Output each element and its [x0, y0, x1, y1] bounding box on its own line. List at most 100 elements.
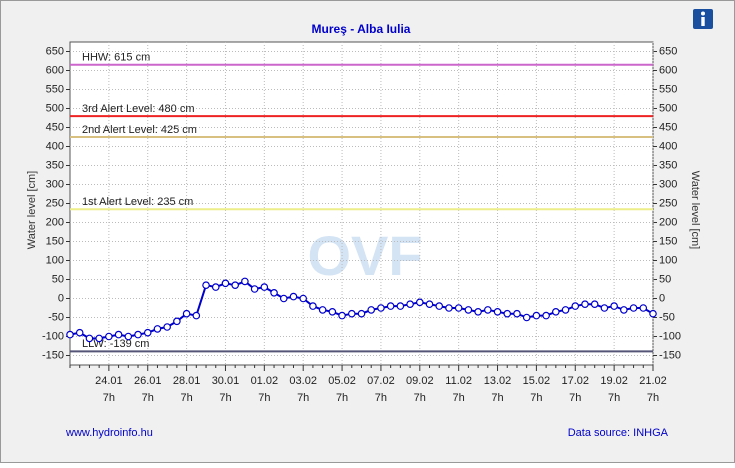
x-tick-sublabel: 7h [336, 392, 348, 404]
x-tick-sublabel: 7h [530, 392, 542, 404]
info-icon-bar [701, 17, 705, 26]
data-point [561, 306, 570, 314]
y2-tick-label: 0 [659, 292, 665, 304]
data-point [464, 306, 473, 314]
data-point [454, 304, 463, 312]
data-point [211, 283, 220, 291]
info-icon[interactable] [693, 9, 713, 29]
footer-source: Data source: INHGA [568, 427, 669, 439]
data-point [649, 309, 657, 318]
y2-tick-label: -50 [659, 311, 675, 323]
y-tick-label: 500 [46, 102, 64, 114]
y-tick-label: 650 [46, 45, 64, 57]
y2-tick-label: 550 [659, 83, 677, 95]
data-point [639, 304, 648, 312]
data-point [386, 302, 395, 310]
x-tick-label: 19.02 [600, 375, 628, 387]
data-point [318, 306, 327, 314]
y-tick-label: 150 [46, 235, 64, 247]
x-tick-label: 01.02 [251, 375, 279, 387]
data-point [542, 311, 550, 320]
data-point [105, 332, 113, 341]
data-point [522, 313, 531, 322]
x-tick-sublabel: 7h [297, 392, 309, 404]
data-point [289, 292, 298, 301]
threshold-label: 1st Alert Level: 235 cm [82, 196, 193, 208]
y2-tick-label: -150 [659, 349, 681, 361]
y-tick-label: 400 [46, 140, 64, 152]
data-point [590, 300, 599, 309]
threshold-label: 2nd Alert Level: 425 cm [82, 124, 197, 136]
data-point [484, 306, 492, 314]
data-point [192, 311, 201, 320]
y-tick-label: 200 [46, 216, 64, 228]
y2-tick-label: 450 [659, 121, 677, 133]
y-tick-label: 350 [46, 159, 64, 171]
y2-tick-label: 500 [659, 102, 677, 114]
y2-tick-label: 200 [659, 216, 677, 228]
data-point [377, 304, 385, 312]
x-tick-label: 21.02 [639, 375, 667, 387]
data-point [299, 294, 308, 303]
data-point [241, 277, 249, 286]
x-tick-sublabel: 7h [219, 392, 231, 404]
data-point [182, 309, 191, 318]
y2-tick-label: 250 [659, 197, 677, 209]
y-tick-label: 600 [46, 64, 64, 76]
data-point [503, 309, 512, 318]
data-point [347, 309, 356, 318]
info-icon-dot [701, 11, 705, 16]
data-point [415, 298, 424, 307]
x-tick-sublabel: 7h [375, 392, 387, 404]
data-point [85, 334, 94, 343]
footer-link[interactable]: www.hydroinfo.hu [65, 427, 153, 439]
data-point [328, 307, 337, 316]
data-point [173, 317, 181, 326]
y-tick-label: 300 [46, 178, 64, 190]
y2-tick-label: 350 [659, 159, 677, 171]
data-point [279, 294, 288, 303]
data-point [406, 300, 414, 309]
x-tick-label: 15.02 [523, 375, 551, 387]
data-point [513, 309, 521, 318]
x-tick-label: 17.02 [562, 375, 590, 387]
y-tick-label: 0 [58, 292, 64, 304]
data-point [75, 328, 84, 337]
data-point [357, 309, 366, 318]
data-point [610, 302, 618, 310]
data-point [270, 288, 278, 297]
data-point [231, 281, 239, 290]
y-tick-label: 100 [46, 254, 64, 266]
x-tick-label: 24.01 [95, 375, 123, 387]
x-tick-label: 13.02 [484, 375, 512, 387]
x-tick-sublabel: 7h [142, 392, 154, 404]
data-point [114, 330, 123, 339]
x-tick-label: 03.02 [289, 375, 317, 387]
data-point [435, 302, 444, 310]
x-tick-label: 07.02 [367, 375, 395, 387]
data-point [134, 330, 142, 339]
data-point [581, 300, 589, 309]
y-tick-label: -50 [48, 311, 64, 323]
threshold-label: HHW: 615 cm [82, 52, 150, 64]
data-point [367, 306, 376, 314]
data-point [474, 307, 482, 316]
data-point [600, 304, 609, 312]
data-point [66, 330, 74, 339]
data-point [202, 281, 210, 290]
data-point [571, 302, 580, 310]
x-tick-label: 26.01 [134, 375, 162, 387]
x-tick-label: 05.02 [328, 375, 356, 387]
data-point [445, 304, 453, 312]
x-tick-label: 09.02 [406, 375, 434, 387]
data-point [221, 279, 230, 288]
data-point [425, 300, 434, 309]
y2-tick-label: 50 [659, 273, 671, 285]
data-point [95, 334, 103, 343]
y2-tick-label: 300 [659, 178, 677, 190]
data-point [620, 306, 628, 314]
data-point [532, 311, 541, 320]
y-tick-label: 550 [46, 83, 64, 95]
data-point [153, 325, 162, 333]
